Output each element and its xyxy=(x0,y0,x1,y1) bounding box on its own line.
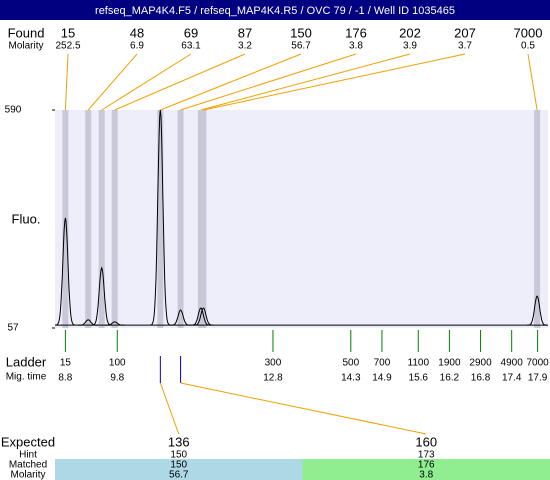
ladder-time: 16.8 xyxy=(471,373,491,384)
found-label: Found xyxy=(8,25,45,40)
expected-matched: 176 xyxy=(418,460,435,471)
ladder-time: 14.9 xyxy=(372,373,392,384)
found-molarity: 56.7 xyxy=(291,41,311,52)
found-size: 7000 xyxy=(514,25,543,40)
found-size: 69 xyxy=(184,25,198,40)
ladder-size: 7000 xyxy=(526,358,549,369)
expected-matched: 150 xyxy=(170,460,187,471)
matched-label: Matched xyxy=(9,460,47,471)
found-molarity: 0.5 xyxy=(521,41,535,52)
plot-area xyxy=(55,110,548,328)
peak-connector xyxy=(160,53,302,111)
expected-hint: 150 xyxy=(170,450,187,461)
peak xyxy=(527,295,548,326)
ladder-time: 14.3 xyxy=(341,373,361,384)
y-axis-label: Fluo. xyxy=(12,211,41,226)
found-molarity: 63.1 xyxy=(181,41,201,52)
expected-connector xyxy=(159,382,180,435)
match-bar xyxy=(302,459,550,480)
time-label: Mig. time xyxy=(6,372,47,383)
ladder-time: 15.6 xyxy=(409,373,429,384)
peak-band xyxy=(177,110,184,328)
ladder-time: 9.8 xyxy=(110,373,124,384)
expected-size: 136 xyxy=(168,434,190,449)
peak-band xyxy=(111,110,118,328)
ladder-size: 700 xyxy=(374,358,391,369)
header-title: refseq_MAP4K4.F5 / refseq_MAP4K4.R5 / OV… xyxy=(95,5,455,17)
peak xyxy=(170,309,191,326)
found-molarity: 3.8 xyxy=(349,41,363,52)
exp-molarity-label: Molarity xyxy=(10,470,45,480)
peak-band xyxy=(534,110,541,328)
ladder-size: 2900 xyxy=(469,358,492,369)
ladder-time: 8.8 xyxy=(58,373,72,384)
found-size: 150 xyxy=(290,25,312,40)
peak-band xyxy=(98,110,105,328)
peak-connector xyxy=(203,53,466,111)
peak xyxy=(150,109,171,326)
ladder-size: 4900 xyxy=(501,358,524,369)
peak xyxy=(104,321,125,326)
found-size: 48 xyxy=(130,25,144,40)
peak xyxy=(55,217,76,326)
peak xyxy=(193,307,214,326)
peak-band xyxy=(200,110,207,328)
peak-connector xyxy=(64,53,69,111)
peak-connector xyxy=(527,53,538,111)
ladder-size: 300 xyxy=(265,358,282,369)
peak-connector xyxy=(180,53,357,111)
peak-band xyxy=(85,110,92,328)
peak-band xyxy=(157,110,164,328)
expected-hint: 173 xyxy=(418,450,435,461)
found-molarity: 6.9 xyxy=(130,41,144,52)
peak xyxy=(78,319,99,326)
match-bar xyxy=(55,459,303,480)
y-tick-label: 57 xyxy=(7,323,19,334)
found-size: 202 xyxy=(399,25,421,40)
expected-size: 160 xyxy=(415,434,437,449)
molarity-label: Molarity xyxy=(8,41,43,52)
peak xyxy=(91,266,112,326)
found-molarity: 3.7 xyxy=(458,41,472,52)
hint-label: Hint xyxy=(19,450,37,461)
found-size: 87 xyxy=(238,25,252,40)
ladder-time: 16.2 xyxy=(440,373,460,384)
found-molarity: 3.2 xyxy=(238,41,252,52)
peak-connector xyxy=(101,53,192,111)
y-tick-label: 590 xyxy=(5,105,22,116)
found-size: 176 xyxy=(345,25,367,40)
ladder-size: 15 xyxy=(60,358,72,369)
ladder-size: 1100 xyxy=(408,358,430,369)
found-molarity: 252.5 xyxy=(55,41,80,52)
ladder-time: 17.9 xyxy=(528,373,548,384)
peak-connector xyxy=(114,53,246,111)
peak-connector xyxy=(87,53,138,111)
ladder-size: 500 xyxy=(342,358,359,369)
found-molarity: 3.9 xyxy=(403,41,417,52)
peak-connector xyxy=(200,53,411,111)
expected-connector xyxy=(180,382,427,435)
expected-molarity: 3.8 xyxy=(419,470,433,480)
found-size: 15 xyxy=(61,25,75,40)
ladder-size: 100 xyxy=(109,358,126,369)
header-bar xyxy=(0,0,550,20)
found-size: 207 xyxy=(454,25,476,40)
expected-molarity: 56.7 xyxy=(169,470,189,480)
ladder-time: 12.8 xyxy=(263,373,283,384)
ladder-label: Ladder xyxy=(6,354,47,369)
ladder-size: 1900 xyxy=(438,358,461,369)
expected-label: Expected xyxy=(1,434,55,449)
ladder-time: 17.4 xyxy=(502,373,522,384)
